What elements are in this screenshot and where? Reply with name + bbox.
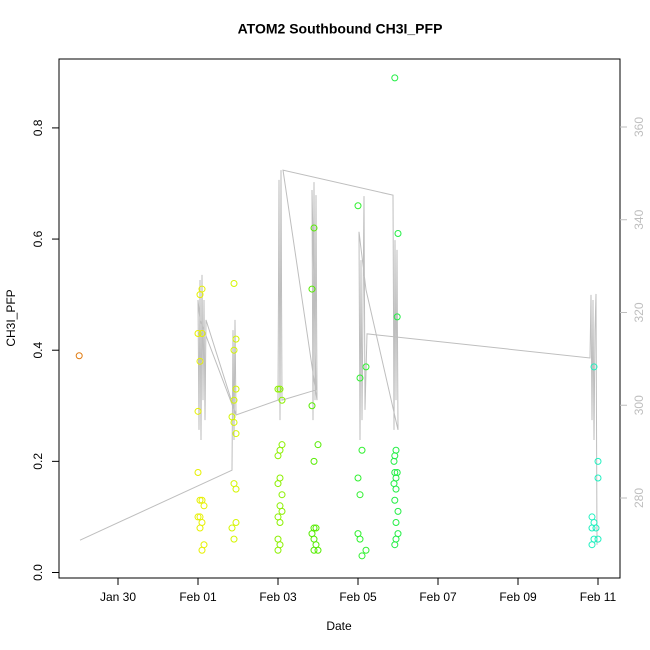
data-point [310, 224, 318, 232]
y2-tick-label: 340 [632, 209, 646, 229]
y2-tick-label: 300 [632, 395, 646, 415]
data-point [394, 507, 402, 515]
data-point [276, 518, 284, 526]
data-point [230, 280, 238, 288]
x-tick-label: Feb 01 [179, 590, 217, 604]
y2-tick-label: 280 [632, 488, 646, 508]
y-axis-label: CH3I_PFP [4, 289, 18, 346]
x-tick-label: Jan 30 [100, 590, 136, 604]
data-point [196, 496, 204, 504]
data-point [194, 407, 202, 415]
data-point [590, 363, 598, 371]
x-tick-label: Feb 11 [580, 590, 617, 604]
data-point [75, 352, 83, 360]
data-point [278, 507, 286, 515]
data-point [356, 535, 364, 543]
data-point [392, 485, 400, 493]
data-point [194, 468, 202, 476]
data-point [393, 313, 401, 321]
data-point [230, 535, 238, 543]
data-point [232, 385, 240, 393]
data-point [196, 524, 204, 532]
data-point [278, 491, 286, 499]
data-point [200, 502, 208, 510]
data-point [594, 474, 602, 482]
y-tick-label: 0.4 [31, 342, 45, 359]
data-point [198, 330, 206, 338]
data-point [310, 546, 318, 554]
data-point [228, 524, 236, 532]
data-point [308, 402, 316, 410]
y-tick-label: 0.8 [31, 119, 45, 136]
data-point [394, 230, 402, 238]
data-point [391, 74, 399, 82]
data-point [588, 524, 596, 532]
data-point [362, 363, 370, 371]
x-tick-label: Feb 07 [419, 590, 457, 604]
data-point [391, 496, 399, 504]
data-point [314, 441, 322, 449]
x-tick-label: Feb 05 [339, 590, 377, 604]
x-tick-label: Feb 03 [259, 590, 297, 604]
data-point [362, 546, 370, 554]
data-point [274, 452, 282, 460]
chart-title: ATOM2 Southbound CH3I_PFP [238, 21, 443, 37]
x-tick-label: Feb 09 [499, 590, 537, 604]
data-point [592, 524, 600, 532]
data-point [232, 430, 240, 438]
y-tick-label: 0.6 [31, 230, 45, 247]
data-point [312, 524, 320, 532]
data-point [358, 446, 366, 454]
data-point [354, 202, 362, 210]
data-point [356, 374, 364, 382]
y2-tick-label: 320 [632, 302, 646, 322]
x-axis-label: Date [326, 619, 352, 633]
y-tick-label: 0.0 [31, 564, 45, 581]
data-point [276, 385, 284, 393]
data-point [198, 546, 206, 554]
data-point [232, 518, 240, 526]
data-point [274, 480, 282, 488]
data-point [232, 485, 240, 493]
data-point [278, 396, 286, 404]
plot-frame [58, 58, 621, 579]
data-point [354, 474, 362, 482]
data-point [194, 513, 202, 521]
data-point [314, 546, 322, 554]
data-point [230, 346, 238, 354]
data-point [588, 541, 596, 549]
y2-tick-label: 360 [632, 117, 646, 137]
data-point [308, 285, 316, 293]
data-point [198, 285, 206, 293]
data-point [232, 335, 240, 343]
data-point [196, 357, 204, 365]
data-point [391, 541, 399, 549]
data-point [274, 385, 282, 393]
data-point [274, 546, 282, 554]
data-point [230, 418, 238, 426]
data-point [194, 330, 202, 338]
data-point [594, 457, 602, 465]
data-point [358, 552, 366, 560]
data-point [392, 518, 400, 526]
data-point [230, 396, 238, 404]
data-point [594, 535, 602, 543]
data-point [356, 491, 364, 499]
data-point [390, 457, 398, 465]
data-point [310, 457, 318, 465]
y-tick-label: 0.2 [31, 453, 45, 470]
